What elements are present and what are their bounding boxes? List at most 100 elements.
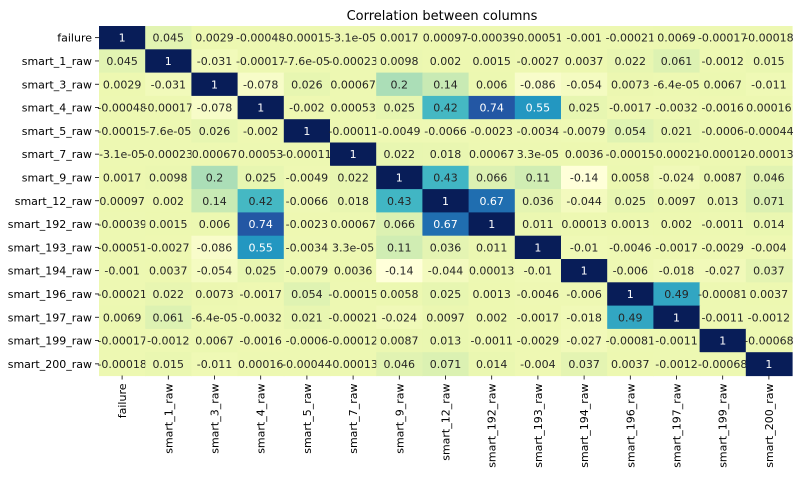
heatmap-cell	[376, 72, 423, 97]
cell-value-label: 0.061	[153, 311, 185, 324]
cell-value-label: 0.43	[387, 195, 412, 208]
heatmap-cell	[145, 165, 192, 190]
heatmap-cell	[468, 352, 516, 377]
heatmap-cell	[514, 328, 562, 353]
cell-value-label: -0.0029	[517, 335, 559, 348]
heatmap-cell	[468, 212, 516, 237]
heatmap-cell	[745, 235, 793, 260]
cell-value-label: -0.00023	[144, 148, 193, 161]
heatmap-cell	[237, 49, 285, 74]
heatmap-cell	[283, 328, 331, 353]
cell-value-label: -0.00048	[97, 102, 146, 115]
heatmap-cell	[699, 165, 747, 190]
cell-value-label: 0.0087	[703, 171, 742, 184]
cell-value-label: -0.00011	[328, 125, 377, 138]
cell-value-label: -0.031	[151, 78, 186, 91]
heatmap-cell	[422, 282, 470, 307]
heatmap-cell	[561, 95, 608, 120]
heatmap-cell	[283, 352, 331, 377]
heatmap-cell	[422, 72, 470, 97]
heatmap-cell	[653, 95, 701, 120]
heatmap-cell	[514, 26, 562, 50]
cell-value-label: 0.0029	[103, 78, 142, 91]
cell-value-label: 0.071	[430, 358, 462, 371]
heatmap-cell	[468, 26, 516, 50]
heatmap-cell	[99, 282, 146, 307]
cell-value-label: 0.11	[387, 241, 412, 254]
cell-value-label: 0.046	[753, 171, 785, 184]
cell-value-label: -0.0023	[286, 218, 328, 231]
heatmap-cell	[468, 165, 516, 190]
cell-value-label: 0.0087	[380, 335, 419, 348]
cell-value-label: 0.0069	[103, 311, 142, 324]
cell-value-label: 0.00097	[423, 32, 469, 45]
cell-value-label: -0.004	[751, 241, 786, 254]
heatmap-cell	[237, 26, 285, 50]
cell-value-label: 3.3e-05	[332, 241, 374, 254]
cell-value-label: 1	[211, 78, 218, 91]
heatmap-cell	[99, 235, 146, 260]
cell-value-label: 0.025	[245, 171, 277, 184]
cell-value-label: 0.11	[526, 171, 551, 184]
heatmap-cell	[607, 49, 654, 74]
heatmap-cell	[330, 352, 377, 377]
y-tick-label: smart_197_raw	[8, 311, 92, 324]
cell-value-label: -0.0079	[563, 125, 605, 138]
heatmap-cell	[422, 189, 470, 213]
heatmap-cell	[237, 95, 285, 120]
cell-value-label: -0.086	[520, 78, 555, 91]
heatmap-cell	[607, 26, 654, 50]
cell-value-label: 0.046	[384, 358, 416, 371]
cell-value-label: -0.00017	[144, 102, 193, 115]
heatmap-cell	[283, 235, 331, 260]
heatmap-cell	[191, 212, 239, 237]
heatmap-cell	[699, 235, 747, 260]
y-tick-label: smart_5_raw	[22, 125, 92, 138]
heatmap-cell	[376, 212, 423, 237]
heatmap-cell	[145, 259, 192, 283]
heatmap-cell	[699, 259, 747, 283]
cell-value-label: 0.67	[479, 195, 504, 208]
cell-value-label: -0.0032	[239, 311, 281, 324]
cell-value-label: 0.014	[753, 218, 785, 231]
heatmap-cell	[99, 72, 146, 97]
heatmap-cell	[145, 72, 192, 97]
heatmap-cell	[283, 259, 331, 283]
x-tick-label: smart_5_raw	[301, 383, 314, 453]
cell-value-label: 0.0058	[380, 288, 419, 301]
y-tick-label: smart_194_raw	[8, 265, 92, 278]
cell-value-label: 0.025	[568, 102, 600, 115]
cell-value-label: 0.0073	[611, 78, 650, 91]
heatmap-cell	[330, 189, 377, 213]
heatmap-cell	[376, 282, 423, 307]
cell-value-label: -6.4e-05	[191, 311, 237, 324]
cell-value-label: 0.015	[153, 358, 185, 371]
cell-value-label: -0.00068	[744, 335, 793, 348]
heatmap-cell	[283, 165, 331, 190]
cell-value-label: -0.0017	[517, 311, 559, 324]
cell-value-label: 1	[350, 148, 357, 161]
heatmap-cell	[699, 328, 747, 353]
x-tick-label: smart_196_raw	[624, 384, 637, 468]
cell-value-label: -0.00044	[744, 125, 793, 138]
cell-value-label: -0.0016	[701, 102, 743, 115]
heatmap-cell	[237, 305, 285, 330]
heatmap-cell	[745, 72, 793, 97]
cell-value-label: -0.14	[385, 265, 413, 278]
heatmap-cell	[699, 282, 747, 307]
cell-value-label: -0.00021	[652, 148, 701, 161]
heatmap-cell	[191, 259, 239, 283]
heatmap-cell	[468, 305, 516, 330]
heatmap-cell	[191, 26, 239, 50]
cell-value-label: 0.015	[753, 55, 785, 68]
cell-value-label: -7.6e-05	[145, 125, 191, 138]
heatmap-cell	[653, 142, 701, 167]
cell-value-label: -0.00039	[467, 32, 516, 45]
cell-value-label: -0.0046	[517, 288, 559, 301]
heatmap-cell	[283, 142, 331, 167]
heatmap-cell	[561, 72, 608, 97]
heatmap-cell	[422, 26, 470, 50]
cell-value-label: -0.00081	[606, 335, 655, 348]
cell-value-label: 0.0098	[149, 171, 188, 184]
heatmap-cell	[561, 352, 608, 377]
